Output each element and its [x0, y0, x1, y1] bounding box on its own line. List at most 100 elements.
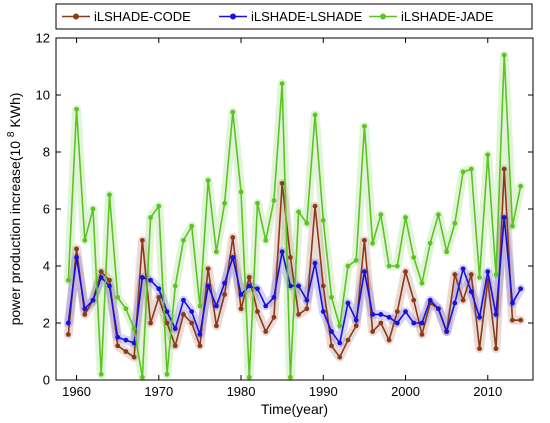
data-point [98, 275, 104, 280]
data-point [263, 329, 269, 334]
data-point [477, 275, 482, 280]
data-point [181, 312, 186, 317]
data-point [222, 200, 227, 206]
data-point [518, 183, 524, 189]
series-layer [65, 52, 524, 380]
data-point [189, 223, 195, 229]
data-point [320, 283, 326, 289]
data-point [205, 178, 211, 183]
x-tick-label: 2000 [391, 384, 420, 399]
data-point [501, 166, 507, 172]
data-point [320, 309, 326, 314]
data-point [501, 52, 507, 58]
data-point [304, 306, 310, 312]
y-axis-label-unit: KWh) [7, 93, 23, 128]
data-point [403, 309, 408, 314]
data-point [246, 374, 252, 380]
y-axis-label-main: power production increase(10 [7, 141, 23, 326]
data-point [362, 237, 367, 243]
series-line-3 [67, 54, 522, 378]
data-point [403, 215, 408, 220]
data-point [107, 283, 112, 289]
data-point [436, 212, 441, 218]
data-point [230, 255, 236, 260]
data-point [246, 275, 252, 280]
data-point [287, 283, 293, 289]
data-point [255, 309, 260, 314]
data-point [131, 340, 137, 346]
x-tick-label: 2010 [473, 384, 502, 399]
data-point [370, 329, 376, 334]
data-point [230, 235, 236, 240]
legend-label: iLSHADE-JADE [401, 9, 494, 24]
data-point [90, 297, 96, 303]
data-point [353, 257, 359, 263]
data-point [345, 263, 351, 269]
data-point [329, 343, 334, 349]
data-point [139, 275, 145, 280]
data-point [172, 326, 178, 332]
data-point [337, 323, 343, 329]
data-point [510, 317, 515, 323]
data-point [279, 81, 285, 86]
data-point [485, 269, 491, 275]
data-point [197, 343, 203, 349]
y-tick-label: 6 [43, 202, 50, 217]
data-point [148, 320, 153, 326]
x-tick-label: 1990 [309, 384, 338, 399]
data-point [90, 206, 96, 212]
data-point [131, 354, 137, 360]
data-point [394, 309, 400, 314]
data-point [394, 263, 400, 269]
data-point [205, 266, 211, 272]
data-point [493, 272, 499, 277]
data-point [164, 320, 170, 326]
data-point [131, 326, 137, 332]
data-point [370, 240, 376, 246]
data-point [353, 323, 359, 329]
data-point [172, 283, 178, 289]
data-point [386, 314, 392, 320]
data-point [279, 249, 285, 255]
data-point [329, 329, 334, 334]
data-point [296, 312, 302, 317]
data-point [353, 317, 359, 323]
x-tick-label: 1970 [144, 384, 173, 399]
data-point [172, 343, 178, 349]
x-tick-label: 1980 [227, 384, 256, 399]
data-point [139, 374, 145, 380]
data-point [468, 289, 474, 295]
data-point [510, 223, 515, 229]
y-tick-label: 2 [43, 316, 50, 331]
data-point [213, 303, 219, 309]
data-point [230, 109, 236, 115]
data-point [279, 180, 285, 186]
data-point [419, 320, 425, 326]
data-point [271, 314, 277, 320]
data-point [65, 277, 71, 283]
data-point [82, 306, 88, 312]
y-axis-label-exponent: 8 [6, 131, 17, 137]
data-point [386, 337, 392, 343]
data-point [320, 218, 326, 223]
data-point [337, 340, 343, 346]
data-point [485, 152, 491, 158]
data-point [468, 272, 474, 277]
data-point [98, 269, 104, 275]
data-point [271, 294, 277, 300]
data-point [82, 312, 88, 317]
legend-label: iLSHADE-LSHADE [251, 9, 363, 24]
data-point [197, 332, 203, 337]
data-point [378, 212, 384, 218]
data-point [427, 240, 433, 246]
data-point [263, 237, 269, 243]
data-point [238, 292, 244, 297]
data-point [148, 277, 153, 283]
data-point [123, 349, 129, 354]
data-point [238, 306, 244, 312]
data-point [164, 309, 170, 314]
y-tick-label: 12 [36, 31, 50, 46]
data-point [312, 203, 318, 209]
data-point [378, 320, 384, 326]
